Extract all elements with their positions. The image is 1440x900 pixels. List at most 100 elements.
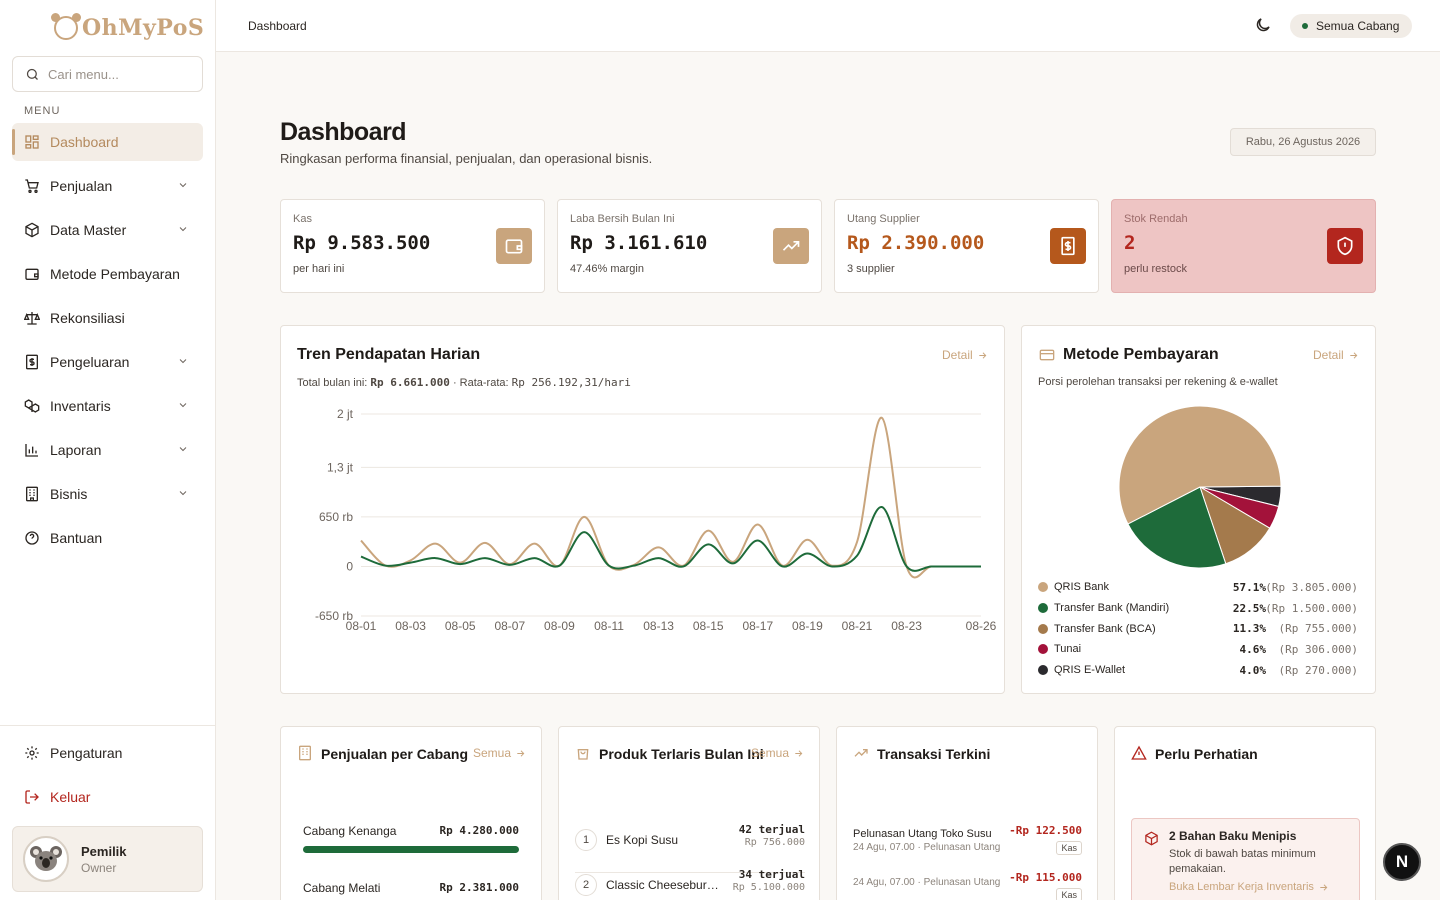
x-tick-label: 08-13 bbox=[643, 619, 674, 633]
menu-section-title: MENU bbox=[24, 105, 61, 117]
product-qty: 34 terjual bbox=[738, 868, 805, 881]
warning-icon bbox=[1131, 745, 1147, 760]
x-tick-label: 08-11 bbox=[594, 619, 624, 633]
legend-item: QRIS E-Wallet 4.0% (Rp 270.000) bbox=[1038, 660, 1358, 681]
search-input[interactable] bbox=[48, 66, 188, 82]
legend-label: QRIS Bank bbox=[1054, 581, 1110, 594]
sidebar-item-dashboard[interactable]: Dashboard bbox=[12, 123, 203, 161]
recent-transactions-panel: Transaksi Terkini Pelunasan Utang Toko S… bbox=[836, 726, 1098, 900]
sidebar-item-metode-pembayaran[interactable]: Metode Pembayaran bbox=[12, 255, 203, 293]
payment-methods-panel: Metode Pembayaran Detail Porsi perolehan… bbox=[1021, 325, 1376, 694]
transaction-amount: -Rp 122.500 bbox=[1009, 824, 1082, 837]
menu-search[interactable] bbox=[12, 56, 203, 92]
sidebar-item-label: Laporan bbox=[50, 442, 102, 458]
wallet-icon bbox=[24, 266, 40, 282]
sidebar-item-data-master[interactable]: Data Master bbox=[12, 211, 203, 249]
next-dev-indicator-button[interactable]: N bbox=[1383, 843, 1421, 881]
sidebar-item-bisnis[interactable]: Bisnis bbox=[12, 475, 203, 513]
payments-detail-link[interactable]: Detail bbox=[1313, 348, 1359, 362]
sidebar-item-inventaris[interactable]: Inventaris bbox=[12, 387, 203, 425]
payment-pie-chart bbox=[1118, 405, 1282, 569]
moon-icon[interactable] bbox=[1254, 16, 1272, 34]
logout-button[interactable]: Keluar bbox=[24, 789, 90, 805]
product-row[interactable]: 2 Classic Cheeseburger 34 terjual Rp 5.1… bbox=[575, 868, 805, 900]
arrow-right-icon bbox=[795, 749, 803, 757]
credit-card-icon bbox=[1039, 349, 1055, 361]
sidebar-item-label: Data Master bbox=[50, 222, 127, 238]
legend-amount: (Rp 306.000) bbox=[1278, 642, 1358, 656]
kpi-card-utang[interactable]: Utang Supplier Rp 2.390.000 3 supplier bbox=[834, 199, 1099, 293]
user-card[interactable]: Pemilik Owner bbox=[12, 826, 203, 892]
sidebar-item-rekonsiliasi[interactable]: Rekonsiliasi bbox=[12, 299, 203, 337]
breadcrumb[interactable]: Dashboard bbox=[248, 19, 307, 33]
settings-link[interactable]: Pengaturan bbox=[24, 745, 122, 761]
sidebar-item-penjualan[interactable]: Penjualan bbox=[12, 167, 203, 205]
panel-title: Metode Pembayaran bbox=[1063, 346, 1219, 363]
arrow-right-icon bbox=[1320, 883, 1328, 891]
y-tick-label: 1,3 jt bbox=[327, 460, 354, 474]
attention-panel: Perlu Perhatian 2 Bahan Baku Menipis Sto… bbox=[1114, 726, 1376, 900]
topbar: Dashboard Semua Cabang bbox=[216, 0, 1440, 52]
chevron-down-icon bbox=[179, 447, 187, 452]
trend-detail-link[interactable]: Detail bbox=[942, 348, 988, 362]
trending-up-icon bbox=[773, 228, 809, 264]
avg-label: · Rata-rata: bbox=[452, 377, 509, 389]
kpi-label: Stok Rendah bbox=[1124, 213, 1188, 225]
branch-row[interactable]: Cabang Kenanga Rp 4.280.000 bbox=[303, 824, 519, 853]
branch-sales-panel: Penjualan per Cabang Semua Cabang Kenang… bbox=[280, 726, 542, 900]
transaction-row[interactable]: Pelunasan Utang Toko Susu 24 Agu, 07.00 … bbox=[853, 824, 1082, 855]
arrow-right-icon bbox=[1349, 351, 1358, 359]
transaction-name: Pelunasan Utang Toko Susu bbox=[853, 828, 992, 840]
legend-swatch bbox=[1038, 603, 1048, 614]
kpi-value: Rp 2.390.000 bbox=[847, 232, 985, 254]
trend-summary: Total bulan ini: Rp 6.661.000 · Rata-rat… bbox=[297, 376, 631, 389]
boxes-icon bbox=[24, 398, 40, 414]
pie-legend: QRIS Bank 57.1% (Rp 3.805.000) Transfer Ban… bbox=[1038, 577, 1358, 680]
legend-percent: 11.3% bbox=[1232, 622, 1266, 636]
branches-all-link[interactable]: Semua bbox=[473, 746, 526, 760]
product-rank: 1 bbox=[575, 829, 597, 851]
search-icon bbox=[26, 68, 38, 80]
sidebar-nav: Dashboard Penjualan Data Master Metode P… bbox=[12, 123, 203, 563]
brand-logo[interactable]: OhMyPoS bbox=[51, 10, 205, 46]
kpi-card-laba[interactable]: Laba Bersih Bulan Ini Rp 3.161.610 47.46… bbox=[557, 199, 822, 293]
sidebar-item-label: Bantuan bbox=[50, 530, 103, 546]
panel-title: Tren Pendapatan Harian bbox=[297, 346, 481, 363]
panel-title: Produk Terlaris Bulan Ini bbox=[599, 746, 764, 762]
logout-icon bbox=[24, 789, 40, 805]
total-label: Total bulan ini: bbox=[297, 377, 368, 389]
y-tick-label: -650 rb bbox=[315, 609, 353, 623]
low-stock-alert[interactable]: 2 Bahan Baku Menipis Stok di bawah batas… bbox=[1131, 818, 1360, 900]
brand-name: OhMyPoS bbox=[82, 15, 205, 41]
legend-item: Transfer Bank (Mandiri) 22.5% (Rp 1.500.00… bbox=[1038, 598, 1358, 619]
transaction-row[interactable]: 24 Agu, 07.00 · Pelunasan Utang -Rp 115.… bbox=[853, 871, 1082, 900]
sidebar-item-pengeluaran[interactable]: Pengeluaran bbox=[12, 343, 203, 381]
branch-amount: Rp 4.280.000 bbox=[439, 824, 519, 837]
legend-item: QRIS Bank 57.1% (Rp 3.805.000) bbox=[1038, 577, 1358, 598]
kpi-label: Laba Bersih Bulan Ini bbox=[570, 213, 675, 225]
legend-label: Transfer Bank (Mandiri) bbox=[1054, 602, 1170, 615]
panel-title: Transaksi Terkini bbox=[877, 746, 991, 762]
legend-amount: (Rp 755.000) bbox=[1278, 622, 1358, 636]
payments-subtitle: Porsi perolehan transaksi per rekening &… bbox=[1038, 376, 1278, 388]
kpi-card-stok-rendah[interactable]: Stok Rendah 2 perlu restock bbox=[1111, 199, 1376, 293]
products-all-link[interactable]: Semua bbox=[751, 746, 804, 760]
branch-row[interactable]: Cabang Melati Rp 2.381.000 bbox=[303, 881, 519, 895]
wallet-icon bbox=[496, 228, 532, 264]
legend-swatch bbox=[1038, 644, 1048, 655]
product-row[interactable]: 1 Es Kopi Susu 42 terjual Rp 756.000 bbox=[575, 823, 805, 873]
sidebar-item-label: Pengeluaran bbox=[50, 354, 130, 370]
sidebar-item-laporan[interactable]: Laporan bbox=[12, 431, 203, 469]
sidebar-item-label: Metode Pembayaran bbox=[50, 266, 180, 282]
chevron-down-icon bbox=[179, 403, 187, 408]
total-value: Rp 6.661.000 bbox=[370, 376, 450, 389]
sidebar-item-bantuan[interactable]: Bantuan bbox=[12, 519, 203, 557]
alert-description: Stok di bawah batas minimum pemakaian. bbox=[1169, 848, 1316, 875]
chevron-down-icon bbox=[179, 359, 187, 364]
inventory-worksheet-link[interactable]: Buka Lembar Kerja Inventaris bbox=[1169, 881, 1329, 893]
link-label: Detail bbox=[1313, 348, 1344, 362]
branch-selector[interactable]: Semua Cabang bbox=[1290, 14, 1413, 38]
legend-label: Transfer Bank (BCA) bbox=[1054, 622, 1156, 635]
kpi-card-kas[interactable]: Kas Rp 9.583.500 per hari ini bbox=[280, 199, 545, 293]
product-revenue: Rp 756.000 bbox=[744, 837, 805, 848]
